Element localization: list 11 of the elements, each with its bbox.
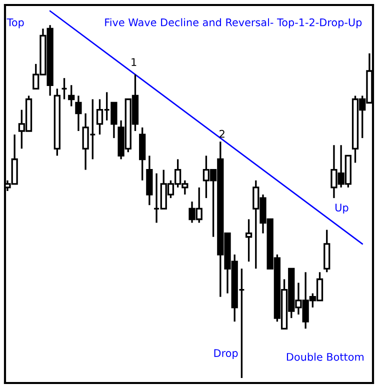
annotation: 1 (132, 58, 136, 66)
annotation: Top (6, 18, 24, 28)
chart-title: Five Wave Decline and Reversal- Top-1-2-Drop-Up (105, 18, 362, 28)
candlestick (75, 94, 82, 132)
candlestick (245, 218, 252, 262)
annotation: Double Bottom (286, 352, 364, 361)
candlestick (68, 84, 75, 108)
annotation: Up (336, 204, 348, 214)
candlestick (60, 77, 68, 100)
annotation: Drop (214, 349, 238, 360)
annotation: 2 (220, 130, 224, 138)
